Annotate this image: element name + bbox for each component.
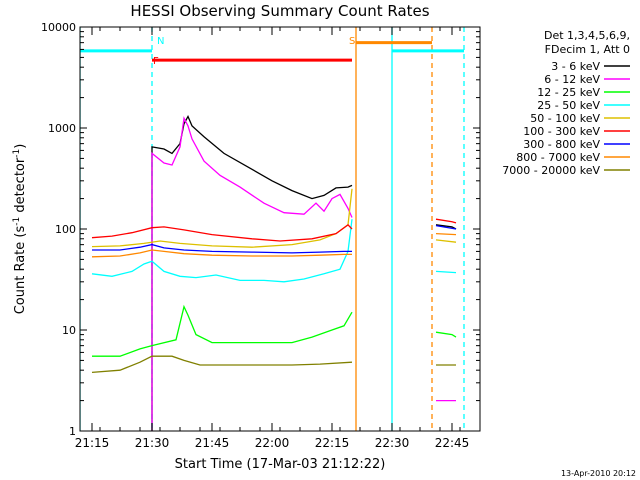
- y-tick-label: 1000: [48, 122, 76, 135]
- legend-header-line1: Det 1,3,4,5,6,9,: [544, 29, 630, 42]
- x-tick-label: 21:30: [135, 436, 170, 450]
- legend-label: 7000 - 20000 keV: [502, 164, 600, 177]
- series-line: [435, 239, 457, 243]
- x-tick-label: 21:15: [75, 436, 110, 450]
- legend-header-line2: FDecim 1, Att 0: [545, 43, 630, 56]
- series-line: [435, 232, 457, 236]
- y-axis-label-sup2: -1: [12, 149, 22, 158]
- legend-label: 100 - 300 keV: [523, 125, 600, 138]
- flag-annotations: NF S: [153, 36, 355, 67]
- plot-frame: [79, 26, 481, 432]
- flag-letter: F: [153, 56, 159, 67]
- legend-label: 300 - 800 keV: [523, 138, 600, 151]
- x-tick-label: 22:45: [435, 436, 470, 450]
- series-line: [435, 331, 457, 338]
- series-line: [151, 116, 353, 431]
- x-tick-label: 21:45: [195, 436, 230, 450]
- series-line: [91, 223, 353, 242]
- y-tick-label: 10000: [41, 21, 76, 34]
- x-tick-label: 22:00: [255, 436, 290, 450]
- observing-flags: [80, 27, 465, 431]
- y-axis-label-part2: detector: [13, 157, 28, 217]
- x-axis: 21:15 21:30 21:45 22:00 22:15 22:30 22:45: [75, 27, 481, 450]
- y-axis-label-part3: ): [13, 144, 28, 149]
- legend-label: 12 - 25 keV: [537, 86, 600, 99]
- legend-label: 800 - 7000 keV: [516, 151, 600, 164]
- x-tick-label: 22:30: [375, 436, 410, 450]
- series-line: [435, 270, 457, 274]
- y-tick-label: 100: [55, 223, 76, 236]
- series-line: [91, 249, 352, 258]
- series-line: [91, 355, 353, 374]
- legend-label: 3 - 6 keV: [551, 60, 600, 73]
- flag-letter: N: [157, 36, 164, 47]
- y-axis-label-part1: Count Rate (s: [13, 226, 28, 315]
- legend-label: 25 - 50 keV: [537, 99, 600, 112]
- y-tick-label: 1: [69, 425, 76, 438]
- series-line: [92, 304, 353, 357]
- footer-timestamp: 13-Apr-2010 20:12: [561, 469, 636, 478]
- y-tick-label: 10: [62, 324, 76, 337]
- legend: Det 1,3,4,5,6,9, FDecim 1, Att 0 3 - 6 k…: [502, 29, 630, 177]
- y-axis: 1 10 100 1000 10000: [41, 21, 480, 438]
- series-line: [435, 224, 457, 230]
- x-axis-label: Start Time (17-Mar-03 21:12:22): [175, 457, 386, 472]
- series-line: [91, 219, 353, 283]
- y-axis-label-sup1: -1: [12, 217, 22, 226]
- series-group: [91, 115, 457, 431]
- x-tick-label: 22:15: [315, 436, 350, 450]
- series-line: [92, 243, 352, 254]
- legend-label: 6 - 12 keV: [544, 73, 600, 86]
- series-line: [435, 218, 457, 224]
- flag-letter: S: [349, 36, 355, 47]
- y-axis-label: Count Rate (s-1 detector-1): [12, 144, 28, 315]
- legend-label: 50 - 100 keV: [530, 112, 600, 125]
- series-line: [151, 115, 353, 431]
- chart-title: HESSI Observing Summary Count Rates: [130, 2, 429, 20]
